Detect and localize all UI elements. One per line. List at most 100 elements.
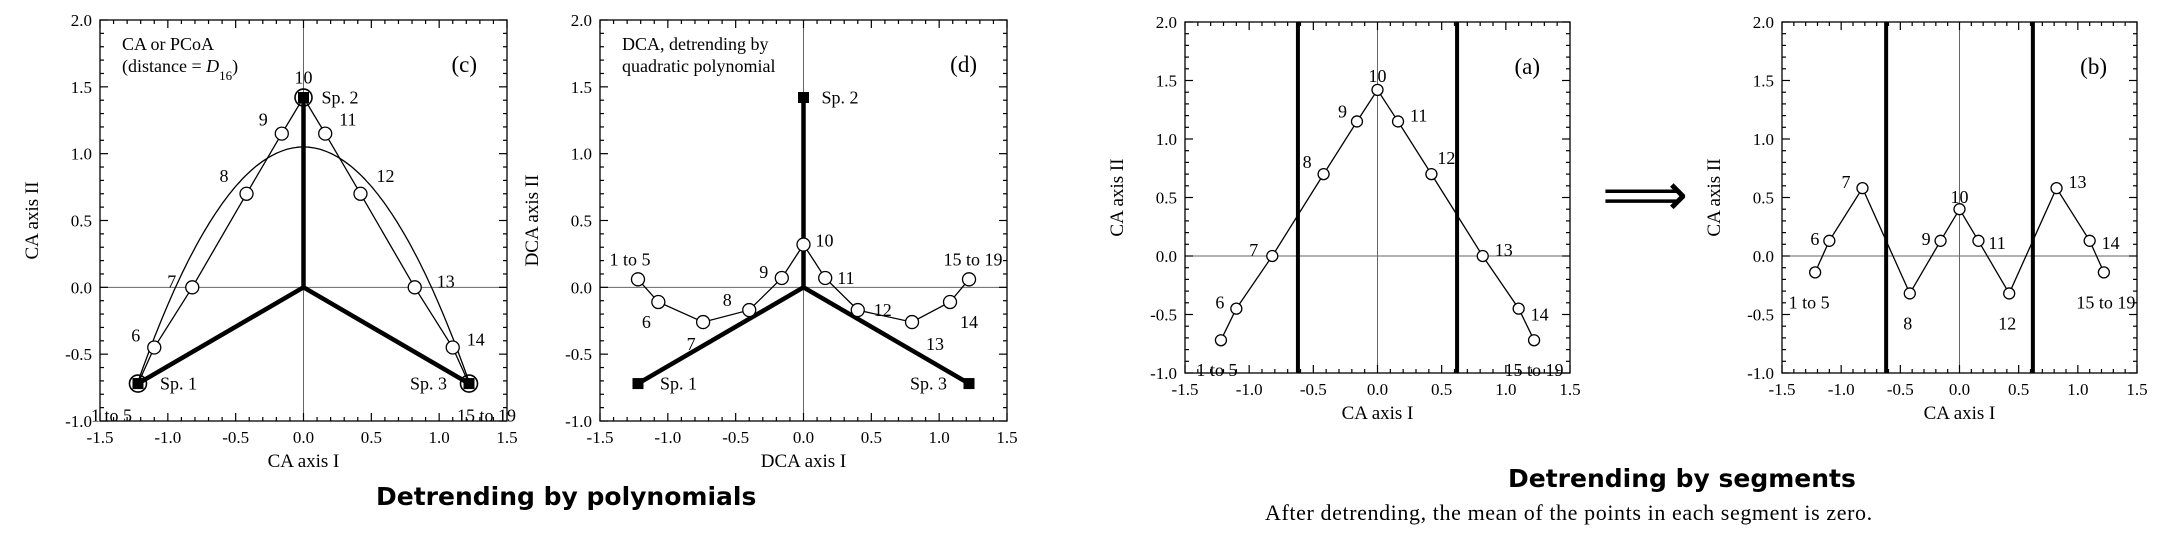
chart-panel-b: -1.5 -1.0 -0.5 0.0 0.5 1.0 1.5-1.0-0.50.00.51.… (1704, 13, 2148, 424)
x-tick-label: -0.5 (722, 428, 749, 447)
site-label: 9 (259, 110, 268, 130)
x-tick-label: 1.5 (1559, 380, 1580, 399)
species-marker (798, 92, 809, 104)
species-marker (463, 378, 475, 390)
panel-label: (a) (1514, 54, 1540, 79)
site-marker (1512, 302, 1525, 315)
site-marker (1425, 167, 1438, 181)
x-axis-label: DCA axis I (761, 451, 847, 472)
site-label: 15 to 19 (2076, 292, 2135, 312)
site-marker (1934, 234, 1947, 247)
site-label: 6 (642, 312, 651, 332)
site-marker (274, 126, 289, 141)
site-marker (942, 294, 958, 310)
site-label: 10 (1369, 66, 1387, 86)
species-vector (136, 285, 305, 386)
site-label: 7 (1249, 240, 1258, 260)
site-label: 11 (837, 268, 854, 288)
note-line: quadratic polynomial (622, 56, 775, 76)
x-axis-label: CA axis I (268, 451, 340, 472)
site-marker (1214, 334, 1228, 347)
segments-note: After detrending, the mean of the points… (1265, 500, 1873, 525)
heading-polynomials: Detrending by polynomials (376, 482, 757, 511)
site-label: 8 (1303, 152, 1312, 172)
y-tick-label: 0.0 (571, 278, 592, 297)
y-tick-label: 0.0 (1753, 247, 1774, 266)
species-label: Sp. 3 (910, 374, 947, 394)
y-tick-label: -1.0 (65, 412, 92, 431)
site-marker (796, 237, 811, 252)
note-line: CA or PCoA (122, 34, 214, 54)
site-marker (318, 126, 333, 141)
y-axis-label: CA axis II (22, 181, 43, 259)
y-axis-label: CA axis II (1704, 158, 1725, 236)
site-label: 13 (2069, 172, 2087, 192)
note-text: ) (232, 56, 238, 77)
y-tick-label: 2.0 (1753, 13, 1774, 32)
site-label: 13 (926, 334, 944, 354)
y-tick-label: 1.0 (1156, 130, 1177, 149)
heading-segments: Detrending by segments (1508, 464, 1856, 493)
site-label: 14 (2102, 233, 2120, 253)
site-marker (651, 294, 666, 310)
x-tick-label: -0.5 (222, 428, 249, 447)
y-tick-label: 1.0 (1753, 130, 1774, 149)
chart-panel-a: -1.5 -1.0 -0.5 0.0 0.5 1.0 1.5-1.0-0.50.00.51.… (1107, 13, 1581, 424)
y-tick-label: -1.0 (565, 412, 592, 431)
y-tick-label: 0.5 (71, 212, 92, 231)
y-tick-label: -0.5 (1747, 306, 1774, 325)
site-label: 1 to 5 (1196, 360, 1237, 380)
site-label: 6 (1215, 293, 1224, 313)
site-label: 10 (816, 231, 834, 251)
species-marker (963, 378, 975, 390)
y-tick-label: -1.0 (1150, 364, 1177, 383)
site-marker (2050, 181, 2063, 195)
x-tick-label: 0.5 (2008, 380, 2029, 399)
site-label: 14 (467, 329, 485, 349)
site-marker (1476, 249, 1489, 263)
chart-panel-d: -1.5 -1.0 -0.5 0.0 0.5 1.0 1.5-1.0-0.50.00.51.… (522, 11, 1018, 472)
x-tick-label: 0.0 (293, 428, 314, 447)
x-tick-label: 1.5 (2126, 380, 2147, 399)
x-tick-label: 1.0 (429, 428, 450, 447)
x-axis-label: CA axis I (1924, 403, 1996, 424)
y-tick-label: 1.0 (571, 145, 592, 164)
site-label: 12 (1437, 148, 1455, 168)
note-distance-symbol: D (205, 56, 219, 76)
x-tick-label: 0.5 (361, 428, 382, 447)
site-label: 6 (1810, 229, 1819, 249)
y-tick-label: 0.0 (1156, 247, 1177, 266)
site-marker (695, 314, 711, 330)
site-marker (1972, 234, 1985, 247)
x-tick-label: -1.5 (1769, 380, 1796, 399)
site-marker (2097, 266, 2111, 279)
site-label: 9 (759, 262, 768, 282)
site-marker (742, 302, 757, 318)
site-marker (1266, 249, 1279, 263)
x-tick-label: 1.5 (496, 428, 517, 447)
species-vector (802, 285, 971, 386)
note-line: DCA, detrending by (622, 34, 768, 54)
x-tick-label: 0.0 (1949, 380, 1970, 399)
species-marker (298, 92, 309, 104)
y-tick-label: 1.5 (1156, 72, 1177, 91)
note-line: (distance = D16) (122, 56, 238, 83)
site-marker (1230, 302, 1243, 315)
site-marker (185, 280, 200, 295)
site-marker (1350, 115, 1364, 128)
y-tick-label: -0.5 (1150, 306, 1177, 325)
site-label: 7 (687, 334, 696, 354)
right-arrow-icon: ⟹ (1602, 160, 1688, 230)
x-tick-label: 1.0 (2067, 380, 2088, 399)
site-label: 11 (339, 110, 356, 130)
site-label: 15 to 19 (944, 249, 1003, 269)
site-label: 15 to 19 (1505, 360, 1564, 380)
species-marker (132, 378, 144, 390)
site-label: 8 (1903, 313, 1912, 333)
y-tick-label: 0.5 (1753, 189, 1774, 208)
x-tick-label: 0.0 (1367, 380, 1388, 399)
site-marker (459, 374, 479, 393)
site-label: 9 (1922, 229, 1931, 249)
note-text: (distance = (122, 56, 206, 77)
